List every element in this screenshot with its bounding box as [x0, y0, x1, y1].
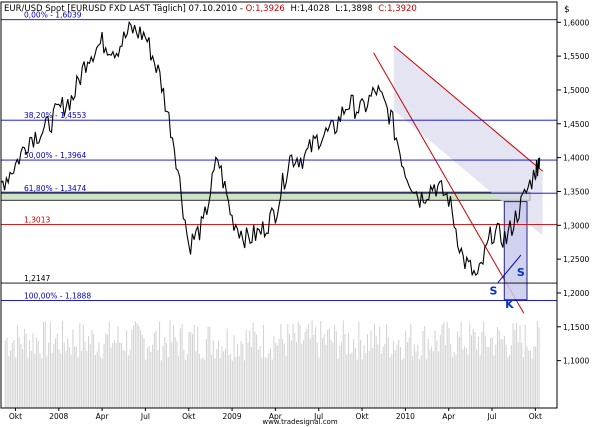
chart-title: EUR/USD Spot [EURUSD FXD LAST Täglich] 0… — [4, 4, 243, 14]
neckline — [497, 254, 522, 284]
x-tick-label: Apr — [96, 412, 110, 421]
y-tick-label: 1,2500 — [563, 255, 589, 264]
y-tick-label: 1,1500 — [563, 323, 589, 332]
price-series — [0, 20, 541, 277]
y-tick-label: 1,5500 — [563, 52, 589, 61]
level-label: 1,2147 — [24, 274, 50, 283]
x-tick-label: Apr — [269, 412, 283, 421]
level-label: 0,00% - 1,6039 — [24, 11, 82, 20]
level-label: 38,20% - 1,4553 — [24, 111, 87, 120]
level-label: 100,00% - 1,1888 — [24, 292, 91, 301]
level-label: 61,80% - 1,3474 — [24, 184, 87, 193]
y-tick-label: 1,1000 — [563, 357, 589, 366]
footer-credit: www.tradesignal.com — [262, 418, 337, 426]
chart-header: EUR/USD Spot [EURUSD FXD LAST Täglich] 0… — [4, 4, 417, 14]
price-line — [0, 20, 541, 277]
x-tick-label: 2010 — [396, 412, 415, 421]
channel-fill — [393, 45, 543, 236]
y-tick-label: 1,5000 — [563, 86, 589, 95]
plot-frame — [0, 1, 558, 409]
x-tick-label: Okt — [9, 412, 22, 421]
low-value: L:1,3898 — [335, 4, 372, 14]
trend-channel — [373, 45, 543, 314]
level-label: 1,3013 — [24, 215, 50, 224]
y-tick-label: 1,4000 — [563, 154, 589, 163]
highlight-box — [503, 201, 528, 301]
channel-lower-line — [373, 52, 525, 314]
x-axis: Okt 2008 Apr Jul Okt 2009 Apr Jul Okt 2010 Apr Jul O… — [9, 408, 542, 421]
y-tick-label: 1,4500 — [563, 120, 589, 129]
high-value: H:1,4028 — [291, 4, 330, 14]
horizontal-levels: 0,00% - 1,6039 38,20% - 1,4553 50,00% - 1,… — [1, 11, 557, 301]
y-tick-label: 1,3500 — [563, 187, 589, 196]
x-tick-label: Apr — [442, 412, 456, 421]
y-tick-label: 1,3000 — [563, 221, 589, 230]
x-tick-label: 2008 — [49, 412, 68, 421]
currency-symbol: $ — [564, 5, 570, 15]
level-label: 50,00% - 1,3964 — [24, 151, 87, 160]
annotation-label: S — [517, 266, 525, 279]
close-value: C:1,3920 — [378, 4, 417, 14]
x-tick-label: Jul — [313, 412, 323, 421]
x-tick-label: Jul — [486, 412, 496, 421]
x-tick-label: Okt — [182, 412, 195, 421]
x-tick-label: Okt — [355, 412, 368, 421]
x-tick-label: Okt — [529, 412, 542, 421]
annotation-label: S — [489, 284, 497, 297]
x-tick-label: 2009 — [223, 412, 242, 421]
y-tick-label: 1,2000 — [563, 289, 589, 298]
x-tick-label: Jul — [140, 412, 150, 421]
volume-bars — [4, 320, 540, 408]
y-tick-label: 1,6000 — [563, 18, 589, 27]
channel-upper-line — [393, 45, 543, 172]
trend-line — [497, 254, 522, 284]
pattern-annotations: SSK — [489, 266, 524, 311]
y-axis: 1,6000 1,5500 1,5000 1,4500 1,4000 1,3500 1,30… — [557, 18, 589, 366]
highlight-boxes — [503, 201, 528, 301]
open-value: O:1,3926 — [246, 4, 285, 14]
annotation-label: K — [505, 298, 514, 311]
